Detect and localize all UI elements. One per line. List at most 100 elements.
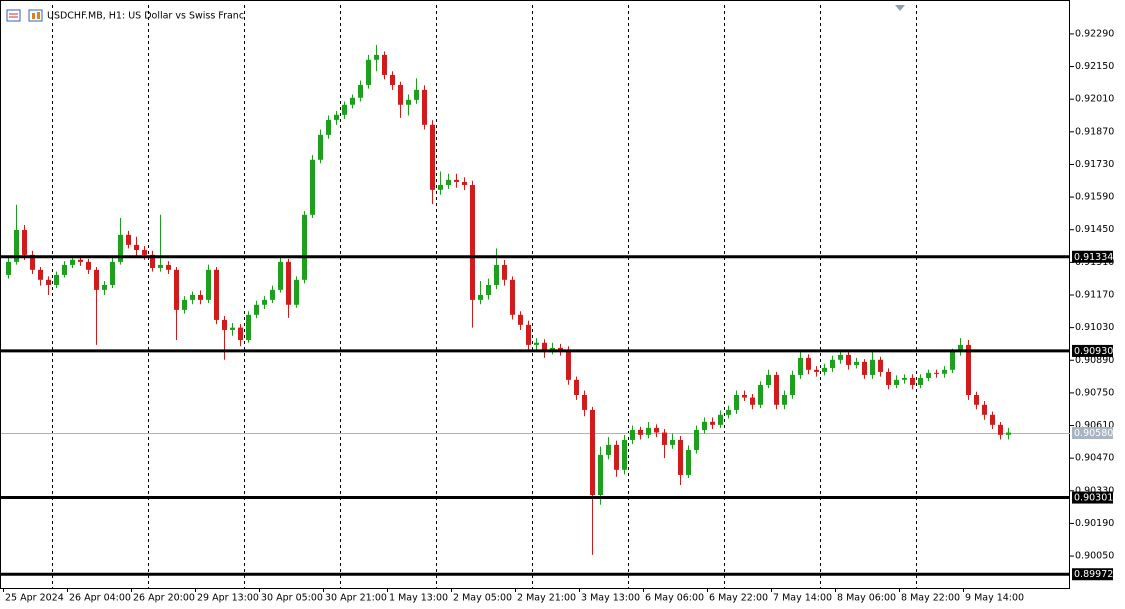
x-tick-label: 26 Apr 04:00 — [69, 593, 131, 604]
icon-bar — [37, 12, 40, 19]
candle-body — [262, 299, 267, 305]
x-tick-label: 3 May 13:00 — [581, 593, 640, 604]
candle-body — [942, 369, 947, 374]
candle-body — [638, 429, 643, 435]
level-label: 0.91334 — [1074, 252, 1113, 263]
candle-body — [46, 279, 51, 285]
current-price-label: 0.90580 — [1074, 428, 1113, 439]
candle-body — [246, 314, 251, 340]
candle-body — [70, 259, 75, 265]
candle-body — [366, 59, 371, 85]
candle-body — [446, 179, 451, 185]
y-tick-label: 0.90330 — [1075, 485, 1114, 496]
candle-body — [86, 261, 91, 270]
candle-body — [398, 84, 403, 105]
candle-body — [910, 377, 915, 385]
candle-body — [334, 114, 339, 120]
candle-body — [710, 421, 715, 425]
candle-body — [846, 354, 851, 365]
candle-body — [22, 229, 27, 255]
candle-body — [414, 89, 419, 100]
candle-body — [54, 274, 59, 285]
candle-body — [822, 367, 827, 372]
level-label: 0.90930 — [1074, 346, 1113, 357]
y-tick-label: 0.91030 — [1075, 322, 1114, 333]
shift-marker[interactable] — [895, 5, 905, 11]
candle-body — [166, 264, 171, 270]
candle-body — [718, 414, 723, 425]
candle-body — [206, 269, 211, 300]
x-tick-label: 8 May 22:00 — [901, 593, 960, 604]
candle-body — [30, 254, 35, 270]
candle-body — [590, 409, 595, 495]
x-tick-label: 2 May 05:00 — [453, 593, 512, 604]
candle-body — [222, 319, 227, 330]
candles — [6, 44, 1011, 555]
candle-body — [62, 264, 67, 275]
candle-body — [198, 294, 203, 300]
candle-body — [734, 394, 739, 410]
y-tick-label: 0.90050 — [1075, 551, 1114, 562]
x-tick-label: 30 Apr 05:00 — [261, 593, 323, 604]
candle-body — [158, 264, 163, 268]
candle-body — [310, 159, 315, 215]
candle-body — [358, 84, 363, 98]
candle-body — [182, 299, 187, 310]
icon[interactable] — [6, 9, 21, 22]
candle-body — [518, 314, 523, 325]
candle-body — [766, 374, 771, 385]
candle-body — [438, 184, 443, 190]
x-tick-label: 2 May 21:00 — [517, 593, 576, 604]
candle-body — [894, 379, 899, 385]
candle-body — [622, 439, 627, 470]
candle-body — [566, 349, 571, 380]
y-tick-label: 0.91450 — [1075, 224, 1114, 235]
candle-body — [422, 89, 427, 125]
candle-body — [454, 179, 459, 182]
candle-body — [342, 104, 347, 115]
candle-body — [278, 261, 283, 290]
candle-body — [382, 54, 387, 75]
chart-title: USDCHF.MB, H1: US Dollar vs Swiss Franc — [47, 11, 244, 22]
candle-body — [118, 234, 123, 262]
candle-body — [6, 261, 11, 275]
candle-body — [958, 344, 963, 352]
candle-body — [854, 361, 859, 365]
y-tick-label: 0.92290 — [1075, 28, 1114, 39]
candle-body — [350, 97, 355, 105]
level-label-box — [1072, 250, 1113, 263]
candle-body — [974, 394, 979, 405]
candle-body — [870, 359, 875, 375]
candle-body — [550, 347, 555, 350]
candle-body — [806, 357, 811, 370]
candle-body — [126, 234, 131, 245]
candle-body — [174, 269, 179, 310]
level-label: 0.90301 — [1074, 493, 1113, 504]
x-tick-label: 8 May 06:00 — [837, 593, 896, 604]
y-tick-label: 0.90610 — [1075, 420, 1114, 431]
candle-body — [214, 269, 219, 320]
icon[interactable] — [28, 9, 43, 22]
candle-body — [286, 261, 291, 305]
candle-body — [990, 414, 995, 425]
candle-body — [470, 184, 475, 300]
x-tick-label: 29 Apr 13:00 — [197, 593, 259, 604]
candle-body — [750, 397, 755, 405]
candle-body — [38, 269, 43, 280]
candle-body — [670, 439, 675, 445]
candle-body — [302, 214, 307, 280]
candle-body — [758, 384, 763, 405]
candle-body — [934, 372, 939, 374]
candle-body — [14, 229, 19, 262]
candle-body — [726, 409, 731, 415]
x-tick-label: 9 May 14:00 — [965, 593, 1024, 604]
candle-body — [702, 421, 707, 430]
candle-body — [326, 119, 331, 135]
candle-body — [598, 454, 603, 495]
level-label-box — [1072, 344, 1113, 357]
candle-body — [94, 269, 99, 290]
candle-body — [878, 359, 883, 372]
candle-body — [886, 371, 891, 385]
candle-body — [526, 324, 531, 345]
